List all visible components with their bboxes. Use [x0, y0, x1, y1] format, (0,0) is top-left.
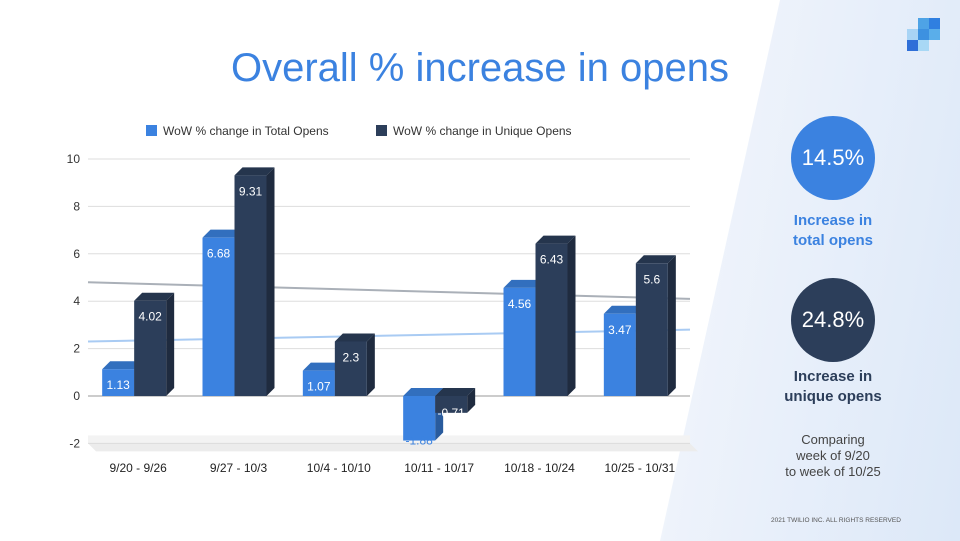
data-label: 5.6	[643, 272, 660, 286]
y-tick-label: 0	[73, 389, 80, 403]
y-tick-label: 10	[67, 152, 81, 166]
x-tick-label: 10/11 - 10/17	[404, 461, 474, 475]
label-line: total opens	[792, 232, 873, 249]
label-line: unique opens	[784, 388, 882, 405]
bar-unique-opens	[334, 341, 367, 396]
data-label: 1.13	[106, 378, 130, 392]
comparison-note: Comparing week of 9/20 to week of 10/25	[753, 432, 913, 480]
bar-top	[234, 167, 275, 176]
bar-unique-opens	[134, 300, 167, 396]
bar-side	[366, 333, 375, 396]
bar-total-opens	[202, 237, 235, 396]
legend-label: WoW % change in Total Opens	[163, 124, 329, 138]
x-tick-label: 9/27 - 10/3	[210, 461, 268, 475]
bar-top	[503, 279, 544, 288]
y-tick-label: 4	[73, 294, 80, 308]
bar-unique-opens	[234, 175, 267, 396]
data-label: 2.3	[342, 350, 359, 364]
bar-side	[667, 255, 676, 396]
note-line: to week of 10/25	[785, 464, 881, 479]
bar-top	[134, 292, 175, 301]
bar-top	[202, 229, 243, 238]
data-label: -1.88	[405, 434, 433, 448]
legend-swatch	[376, 125, 387, 136]
unique-opens-circle: 24.8%	[791, 278, 875, 362]
bar-side	[467, 388, 476, 413]
bar-side	[266, 167, 275, 396]
bar-total-opens	[503, 287, 536, 396]
bar-total-opens	[302, 370, 335, 396]
data-label: 3.47	[608, 323, 632, 337]
page-title: Overall % increase in opens	[230, 46, 730, 90]
bar-top	[435, 388, 476, 396]
bar-top	[535, 235, 576, 244]
bar-side	[166, 292, 175, 396]
chart-floor-band	[88, 435, 690, 444]
bar-top	[334, 333, 375, 342]
note-line: Comparing	[801, 432, 865, 447]
total-opens-label: Increase in total opens	[753, 211, 913, 251]
bar-top	[403, 388, 444, 396]
bar-top	[635, 255, 676, 264]
data-label: 9.31	[239, 184, 263, 198]
data-label: 4.56	[508, 297, 532, 311]
label-line: Increase in	[793, 212, 873, 229]
label-line: Increase in	[793, 368, 873, 385]
total-opens-value: 14.5%	[801, 145, 865, 170]
bar-total-opens	[403, 396, 436, 441]
data-label: 4.02	[138, 310, 162, 324]
bar-total-opens	[102, 369, 135, 396]
data-label: -0.71	[437, 406, 465, 420]
bar-side	[567, 235, 576, 396]
trendline	[87, 328, 691, 343]
x-tick-label: 9/20 - 9/26	[109, 461, 167, 475]
note-line: week of 9/20	[796, 448, 870, 463]
bar-unique-opens	[435, 396, 468, 413]
y-tick-label: -2	[69, 436, 80, 450]
chart-floor	[88, 443, 698, 452]
copyright: 2021 TWILIO INC. ALL RIGHTS RESERVED	[771, 517, 901, 524]
x-tick-label: 10/18 - 10/24	[504, 461, 575, 475]
bar-top	[603, 305, 644, 314]
total-opens-circle: 14.5%	[791, 116, 875, 200]
data-label: 6.43	[540, 253, 564, 267]
legend-swatch	[146, 125, 157, 136]
legend-label: WoW % change in Unique Opens	[393, 124, 572, 138]
y-tick-label: 2	[73, 342, 80, 356]
x-tick-label: 10/25 - 10/31	[604, 461, 675, 475]
bar-top	[102, 361, 143, 370]
trendline	[87, 281, 691, 300]
bar-total-opens	[603, 313, 636, 396]
bar-top	[302, 362, 343, 371]
bar-unique-opens	[635, 263, 668, 396]
unique-opens-label: Increase in unique opens	[753, 367, 913, 407]
x-tick-label: 10/4 - 10/10	[307, 461, 371, 475]
bar-unique-opens	[535, 243, 568, 396]
y-tick-label: 6	[73, 247, 80, 261]
data-label: 1.07	[307, 380, 331, 394]
data-label: 6.68	[207, 247, 231, 261]
unique-opens-value: 24.8%	[801, 307, 865, 332]
y-tick-label: 8	[73, 199, 80, 213]
